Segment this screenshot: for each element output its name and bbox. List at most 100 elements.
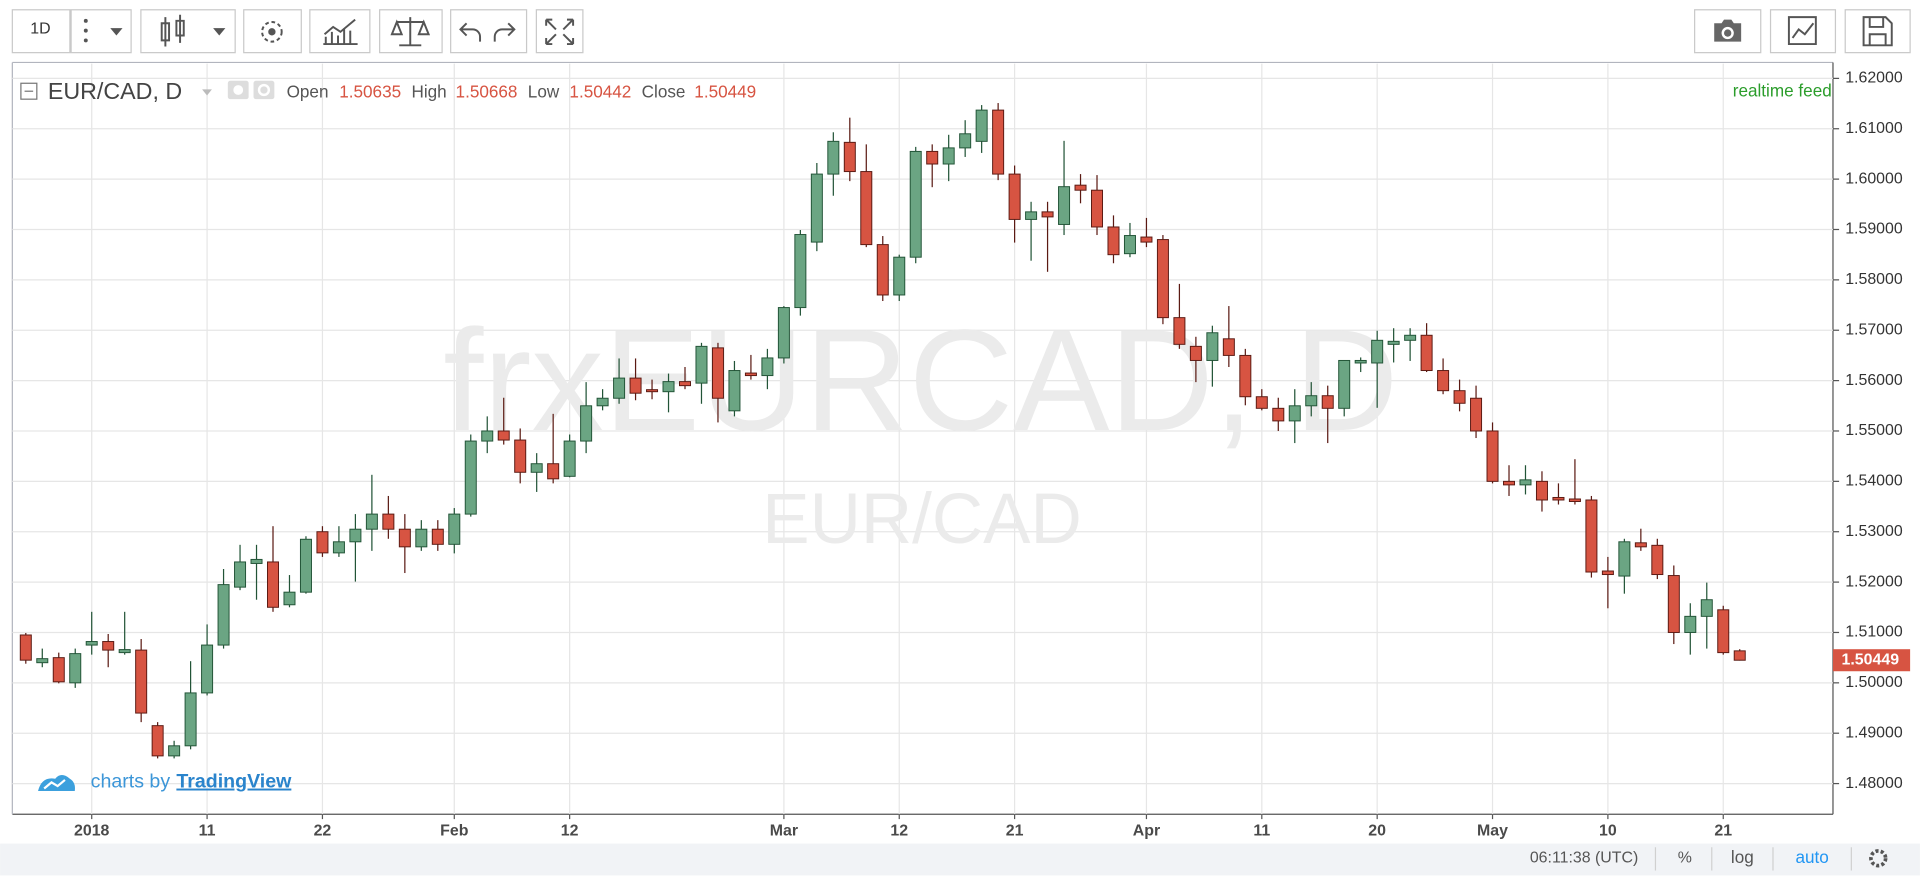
candle-body — [267, 561, 280, 608]
candle-body — [250, 558, 263, 564]
collapse-icon[interactable] — [20, 82, 38, 100]
candle-body — [415, 528, 428, 548]
y-tick-label: 1.57000 — [1845, 321, 1903, 338]
candle-body — [151, 725, 164, 757]
candle-body — [1107, 226, 1120, 256]
log-button[interactable]: log — [1731, 847, 1754, 867]
candle-body — [1519, 479, 1532, 486]
candle-body — [1091, 189, 1104, 228]
candle-body — [1404, 334, 1417, 341]
candle-body — [794, 234, 807, 309]
auto-button[interactable]: auto — [1795, 847, 1828, 867]
ohlc-label: Low — [528, 82, 560, 102]
candle-body — [1453, 390, 1466, 404]
candle-body — [36, 658, 49, 664]
ohlc-label: Close — [642, 82, 686, 102]
ohlc-value: 1.50668 — [456, 82, 518, 102]
candle-body — [1074, 184, 1087, 191]
candle-body — [1041, 211, 1054, 218]
candle-body — [629, 377, 642, 394]
candle-body — [563, 440, 576, 477]
candle-body — [860, 171, 873, 246]
candle-body — [843, 141, 856, 173]
branding-link[interactable]: TradingView — [176, 771, 292, 793]
y-tick-label: 1.62000 — [1845, 70, 1903, 87]
candle-body — [1338, 359, 1351, 409]
clock: 06:11:38 (UTC) — [1530, 849, 1638, 866]
candle-body — [926, 150, 939, 165]
candle-body — [431, 528, 444, 545]
grid — [12, 63, 1833, 815]
y-tick-label: 1.55000 — [1845, 422, 1903, 439]
y-tick-label: 1.49000 — [1845, 724, 1903, 741]
candle-body — [316, 531, 329, 554]
candle-body — [711, 347, 724, 399]
candle-body — [1288, 405, 1301, 422]
x-tick-label: Apr — [1133, 823, 1160, 840]
candle-body — [893, 256, 906, 296]
candle-body — [728, 370, 741, 412]
branding[interactable]: charts by TradingView — [38, 771, 292, 793]
candle-body — [1420, 334, 1433, 372]
candle-body — [69, 653, 82, 684]
candle-body — [85, 641, 98, 646]
candle-body — [19, 634, 32, 661]
x-tick-label: 2018 — [74, 823, 110, 840]
toolbar — [11, 9, 1911, 54]
candle-body — [909, 150, 922, 258]
candle-body — [1733, 650, 1746, 661]
x-tick-label: 10 — [1599, 823, 1617, 840]
bottom-bar — [0, 843, 1920, 876]
candle-body — [1008, 173, 1021, 220]
candle-body — [283, 591, 296, 606]
candle-body — [1354, 359, 1367, 364]
candle-body — [1387, 340, 1400, 345]
candle-body — [448, 513, 461, 545]
candle-body — [1189, 345, 1202, 361]
candle-body — [761, 357, 774, 377]
watermark-symbol: frxEURCAD, D — [443, 299, 1398, 461]
y-tick-label: 1.51000 — [1845, 624, 1903, 641]
candle-body — [810, 173, 823, 243]
candle-body — [777, 307, 790, 359]
candle-body — [1123, 235, 1136, 255]
candle-body — [1552, 496, 1565, 501]
legend: EUR/CAD, D — [20, 78, 275, 104]
ohlc-label: Open — [287, 82, 329, 102]
candle-body — [992, 109, 1005, 175]
interval-label: 1D — [30, 21, 50, 38]
candle-body — [217, 584, 230, 646]
candle-body — [52, 657, 65, 683]
y-tick-label: 1.61000 — [1845, 120, 1903, 137]
candle-body — [1140, 236, 1153, 243]
candle-body — [398, 528, 411, 548]
x-tick-label: 20 — [1368, 823, 1386, 840]
candle-body — [942, 147, 955, 165]
candle-body — [596, 397, 609, 407]
x-tick-label: 22 — [314, 823, 332, 840]
x-tick-label: May — [1477, 823, 1508, 840]
candle-body — [1486, 430, 1499, 482]
candle-body — [168, 745, 181, 757]
candle-body — [201, 644, 214, 694]
candle-body — [514, 439, 527, 473]
settings-icon[interactable] — [1869, 849, 1888, 868]
candle-body — [1634, 542, 1647, 548]
percent-button[interactable]: % — [1678, 849, 1692, 866]
candle-body — [1371, 339, 1384, 364]
interval-menu[interactable] — [70, 9, 132, 54]
candle-body — [1684, 615, 1697, 633]
interval-button[interactable] — [11, 9, 71, 54]
candles — [19, 103, 1746, 759]
fullscreen-button[interactable] — [535, 9, 584, 54]
y-tick-label: 1.60000 — [1845, 170, 1903, 187]
ohlc-value: 1.50442 — [569, 82, 631, 102]
candle-body — [102, 641, 115, 651]
last-price-box — [1832, 649, 1911, 672]
candle-body — [613, 377, 626, 399]
ohlc-label: High — [411, 82, 446, 102]
y-tick-label: 1.58000 — [1845, 271, 1903, 288]
candle-body — [1058, 186, 1071, 225]
symbol-title: EUR/CAD, D — [48, 78, 182, 104]
candle-body — [1717, 609, 1730, 654]
